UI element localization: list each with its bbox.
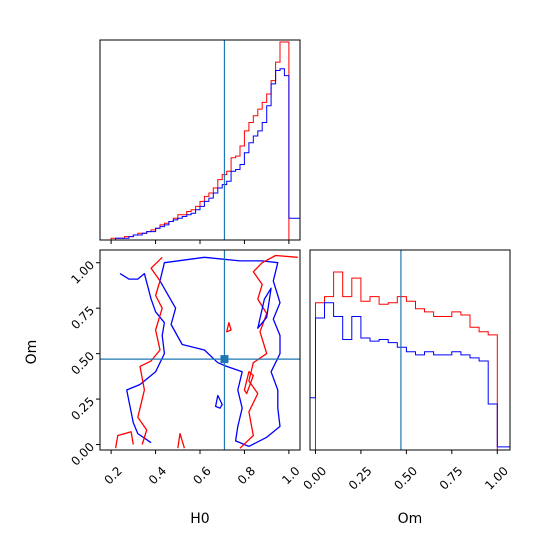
contour-blue-0 bbox=[159, 256, 281, 448]
contour-red-2 bbox=[137, 256, 163, 445]
contour-blue-9 bbox=[257, 287, 272, 329]
om-tick-label-0: 0.00 bbox=[68, 440, 97, 469]
contour-blue-6 bbox=[214, 394, 223, 409]
h0-tick-label-3: 0.8 bbox=[235, 464, 258, 487]
truth-marker bbox=[220, 355, 229, 364]
x-axis-label-h0: H0 bbox=[190, 511, 209, 527]
h0-tick-label-1: 0.4 bbox=[146, 464, 169, 487]
contour-lines bbox=[114, 254, 298, 449]
contour-frame bbox=[99, 249, 301, 451]
h0-tick-label-0: 0.2 bbox=[101, 464, 124, 487]
om-hist-blue-series bbox=[310, 302, 510, 448]
om-tick-label-4: 1.00 bbox=[68, 258, 97, 287]
om-hist-tick-label-1: 0.25 bbox=[346, 464, 375, 493]
contour-blue-1 bbox=[119, 272, 166, 444]
h0-tick-label-4: 1.0 bbox=[279, 464, 302, 487]
contour-red-3 bbox=[239, 254, 298, 449]
x-axis-label-om: Om bbox=[398, 511, 423, 527]
contour-red-7 bbox=[226, 322, 232, 333]
om-hist-tick-label-3: 0.75 bbox=[437, 464, 466, 493]
contour-red-4 bbox=[114, 431, 134, 449]
om-tick-label-2: 0.50 bbox=[68, 349, 97, 378]
contour-red-5 bbox=[177, 432, 186, 449]
h0-hist-frame bbox=[99, 39, 301, 241]
axis-labels: H0 Om Om bbox=[24, 340, 422, 527]
y-axis-label-om: Om bbox=[24, 340, 40, 365]
om-histogram-panel: 0.00 0.25 0.50 0.75 1.00 bbox=[300, 249, 511, 493]
h0-tick-label-2: 0.6 bbox=[190, 464, 213, 487]
om-hist-tick-label-4: 1.00 bbox=[482, 464, 511, 493]
om-hist-tick-label-0: 0.00 bbox=[300, 464, 329, 493]
contour-red-8 bbox=[243, 371, 254, 395]
om-tick-label-1: 0.25 bbox=[68, 394, 97, 423]
om-hist-red-series bbox=[315, 271, 498, 450]
h0-hist-blue-series bbox=[111, 68, 300, 241]
om-hist-tick-label-2: 0.50 bbox=[391, 464, 420, 493]
h0-om-contour-panel: 0.2 0.4 0.6 0.8 1.0 0.00 0.25 0.50 0.75 1.00 bbox=[68, 249, 303, 487]
om-tick-label-3: 0.75 bbox=[68, 303, 97, 332]
h0-histogram-panel bbox=[99, 39, 301, 244]
om-hist-frame bbox=[309, 249, 511, 451]
